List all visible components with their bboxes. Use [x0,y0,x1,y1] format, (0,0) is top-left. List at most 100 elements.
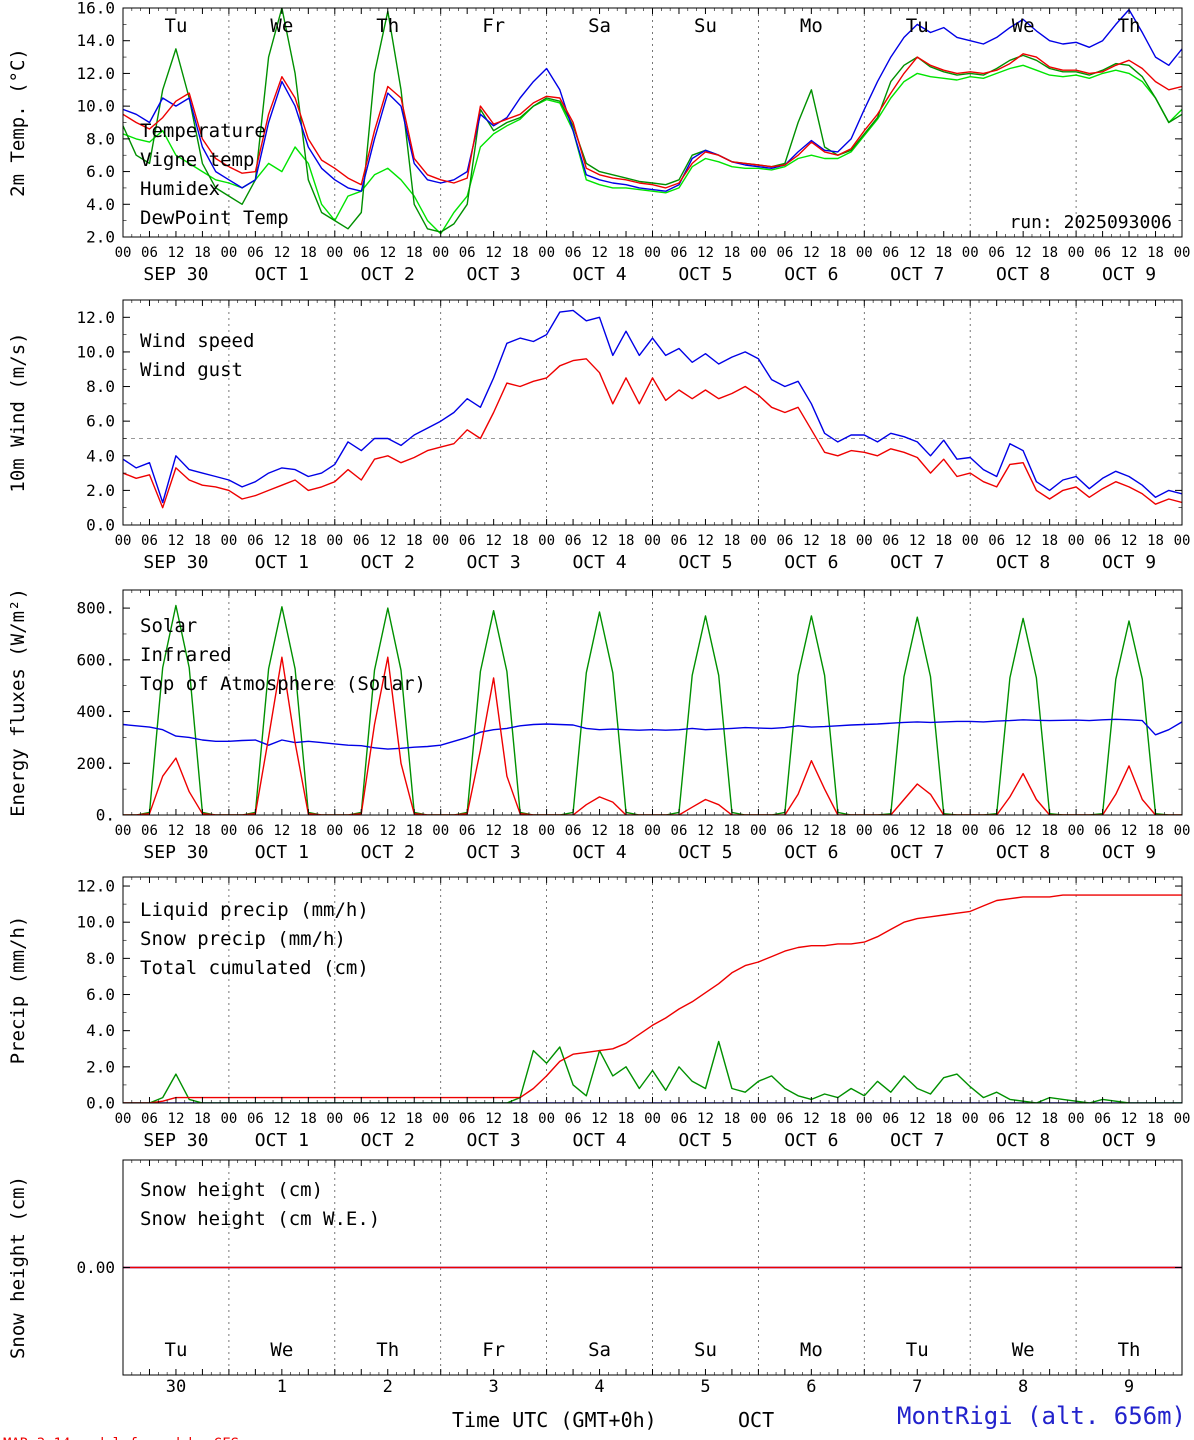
x-hour-label: 12 [379,533,396,549]
y-tick-label: 2.0 [86,228,115,247]
x-hour-label: 18 [194,823,211,839]
x-hour-label: 12 [273,533,290,549]
x-date-label: SEP 30 [143,264,208,285]
x-hour-label: 18 [1147,245,1164,261]
x-hour-label: 12 [803,823,820,839]
x-hour-label: 12 [803,1111,820,1127]
x-hour-label: 06 [1094,533,1111,549]
y-tick-label: 6.0 [86,412,115,431]
run-label: run: 2025093006 [1009,212,1172,233]
x-date-label: OCT 4 [572,1130,626,1151]
x-hour-label: 00 [962,533,979,549]
x-date-label: OCT 5 [678,1130,732,1151]
x-hour-label: 12 [909,245,926,261]
y-axis-title: Precip (mm/h) [7,916,29,1065]
x-hour-label: 12 [697,533,714,549]
series-vigne-temp [123,8,1182,233]
x-hour-label: 00 [432,1111,449,1127]
x-hour-label: 12 [1015,245,1032,261]
x-hour-label: 12 [485,823,502,839]
legend-snow-height-cm-w-e-: Snow height (cm W.E.) [140,1208,380,1230]
y-tick-label: 2.0 [86,481,115,500]
x-hour-label: 18 [618,823,635,839]
y-tick-label: 600. [76,650,115,669]
x-hour-label: 18 [300,245,317,261]
x-date-label: OCT 1 [255,842,309,863]
x-hour-label: 12 [909,533,926,549]
x-hour-label: 00 [750,1111,767,1127]
x-hour-label: 00 [432,533,449,549]
y-tick-label: 8.0 [86,129,115,148]
x-hour-label: 18 [723,823,740,839]
y-tick-label: 6.0 [86,985,115,1004]
x-date-label: SEP 30 [143,552,208,573]
x-hour-label: 00 [644,533,661,549]
y-tick-label: 10.0 [76,913,115,932]
x-date-label: OCT 6 [784,264,838,285]
y-tick-label: 8.0 [86,949,115,968]
x-date-label: OCT 2 [361,552,415,573]
x-hour-label: 06 [459,245,476,261]
x-hour-label: 18 [935,245,952,261]
series-total-cumulated [123,894,1182,1103]
x-hour-label: 18 [300,823,317,839]
x-hour-label: 06 [776,245,793,261]
x-hour-label: 18 [194,245,211,261]
x-hour-label: 00 [644,245,661,261]
x-date-label: OCT 8 [996,264,1050,285]
x-hour-label: 00 [538,533,555,549]
y-tick-label: 16.0 [76,0,115,18]
x-hour-label: 00 [856,1111,873,1127]
x-hour-label: 00 [115,533,132,549]
x-date-label: OCT 4 [572,264,626,285]
day-name-label: Sa [588,15,611,37]
day-number-label: 1 [277,1377,287,1397]
y-tick-label: 800. [76,599,115,618]
credit-line-1: MARv3.14 model forced by GFS [3,1436,374,1440]
series-dewpoint-temp [123,64,1182,235]
x-hour-label: 18 [723,533,740,549]
x-hour-label: 18 [935,533,952,549]
x-date-label: OCT 9 [1102,552,1156,573]
x-date-label: OCT 7 [890,552,944,573]
x-hour-label: 18 [723,245,740,261]
x-hour-label: 12 [591,1111,608,1127]
legend-humidex: Humidex [140,178,220,200]
x-hour-label: 06 [988,245,1005,261]
x-date-label: OCT 2 [361,264,415,285]
x-hour-label: 18 [618,533,635,549]
x-hour-label: 00 [220,245,237,261]
x-hour-label: 00 [538,245,555,261]
day-number-label: 8 [1018,1377,1028,1397]
x-date-label: OCT 6 [784,552,838,573]
x-hour-label: 06 [353,823,370,839]
series-temperature [123,53,1182,189]
x-hour-label: 00 [326,533,343,549]
x-date-label: OCT 7 [890,842,944,863]
x-hour-label: 18 [935,1111,952,1127]
x-hour-label: 00 [326,1111,343,1127]
x-hour-label: 12 [485,1111,502,1127]
series-humidex [123,8,1182,192]
x-hour-label: 18 [1147,1111,1164,1127]
x-hour-label: 18 [194,1111,211,1127]
x-hour-label: 00 [644,823,661,839]
x-hour-label: 18 [406,1111,423,1127]
x-hour-label: 12 [1121,533,1138,549]
x-hour-label: 18 [512,245,529,261]
day-name-label: We [1012,1339,1035,1361]
series-liquid-precip [123,1040,1182,1103]
x-date-label: SEP 30 [143,842,208,863]
legend-infrared: Infrared [140,644,232,666]
x-date-label: OCT 8 [996,842,1050,863]
x-date-label: OCT 4 [572,842,626,863]
x-hour-label: 00 [1068,245,1085,261]
x-hour-label: 06 [776,823,793,839]
y-tick-label: 0. [96,806,115,825]
x-date-label: OCT 5 [678,552,732,573]
x-hour-label: 06 [247,1111,264,1127]
x-hour-label: 12 [273,245,290,261]
x-date-label: OCT 5 [678,842,732,863]
x-hour-label: 00 [750,533,767,549]
x-hour-label: 06 [882,533,899,549]
